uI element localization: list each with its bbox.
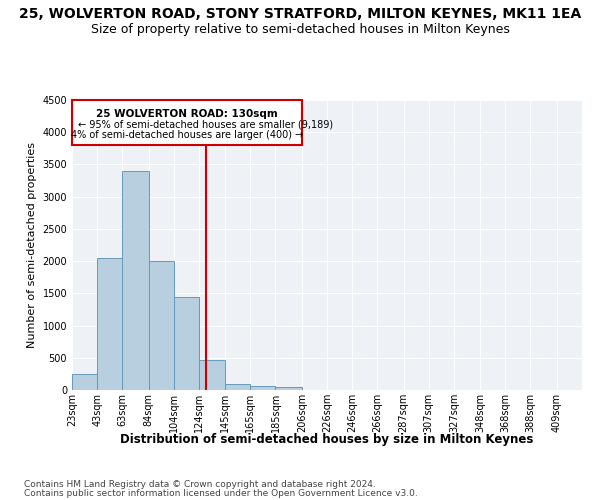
Bar	[275, 387, 302, 390]
Bar	[122, 171, 149, 390]
Text: 4% of semi-detached houses are larger (400) →: 4% of semi-detached houses are larger (4…	[71, 130, 303, 140]
Y-axis label: Number of semi-detached properties: Number of semi-detached properties	[27, 142, 37, 348]
Bar	[149, 261, 174, 390]
Text: Contains public sector information licensed under the Open Government Licence v3: Contains public sector information licen…	[24, 489, 418, 498]
Text: Distribution of semi-detached houses by size in Milton Keynes: Distribution of semi-detached houses by …	[121, 432, 533, 446]
Bar	[174, 296, 199, 390]
Text: Size of property relative to semi-detached houses in Milton Keynes: Size of property relative to semi-detach…	[91, 22, 509, 36]
Text: Contains HM Land Registry data © Crown copyright and database right 2024.: Contains HM Land Registry data © Crown c…	[24, 480, 376, 489]
Bar	[72, 100, 302, 145]
Bar	[199, 360, 225, 390]
Text: 25 WOLVERTON ROAD: 130sqm: 25 WOLVERTON ROAD: 130sqm	[96, 109, 278, 119]
Bar	[225, 384, 250, 390]
Text: 25, WOLVERTON ROAD, STONY STRATFORD, MILTON KEYNES, MK11 1EA: 25, WOLVERTON ROAD, STONY STRATFORD, MIL…	[19, 8, 581, 22]
Text: ← 95% of semi-detached houses are smaller (9,189): ← 95% of semi-detached houses are smalle…	[78, 120, 334, 130]
Bar	[250, 386, 275, 390]
Bar	[97, 258, 122, 390]
Bar	[72, 374, 97, 390]
